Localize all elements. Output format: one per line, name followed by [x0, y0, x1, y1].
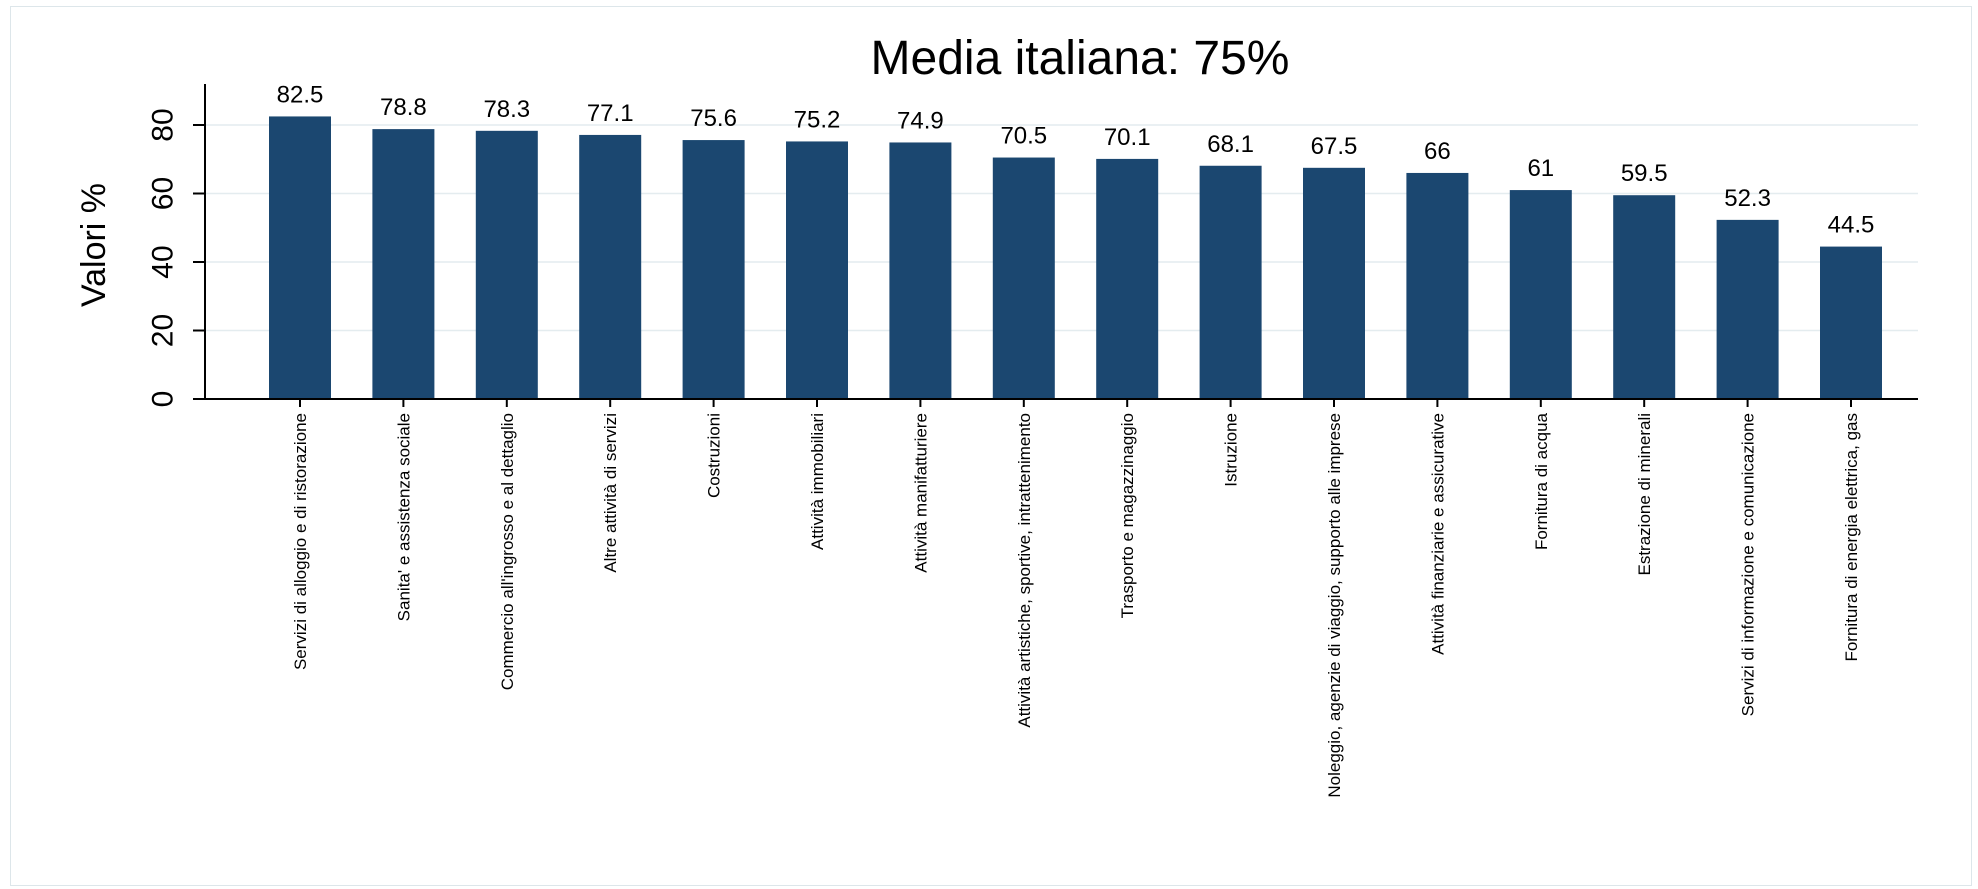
chart-title: Media italiana: 75%	[871, 32, 1290, 85]
bar	[1096, 158, 1159, 399]
x-tick-label: Trasporto e magazzinaggio	[1118, 413, 1137, 618]
x-tick-label: Costruzioni	[705, 413, 724, 498]
x-tick-label: Commercio all'ingrosso e al dettaglio	[498, 413, 517, 690]
y-tick-label: 60	[147, 177, 180, 210]
data-label: 66	[1424, 138, 1451, 165]
bar	[1613, 195, 1676, 399]
x-tick-label: Attività manifatturiere	[911, 413, 930, 573]
y-tick-label: 20	[147, 314, 180, 347]
bar	[992, 157, 1055, 399]
data-label: 70.1	[1104, 124, 1151, 151]
y-tick-labels: 0 20 40 60 80	[147, 108, 180, 407]
data-label: 75.6	[690, 105, 737, 132]
x-tick-label: Attività finanziarie e assicurative	[1428, 413, 1447, 655]
y-tick-label: 80	[147, 108, 180, 141]
axes	[193, 84, 1918, 407]
x-tick-label: Fornitura di energia elettrica, gas	[1842, 413, 1861, 662]
data-label: 59.5	[1621, 160, 1668, 187]
x-tick-label: Servizi di alloggio e di ristorazione	[291, 413, 310, 670]
x-tick-label: Attività immobiliari	[808, 413, 827, 550]
data-labels: 82.5 78.8 78.3 77.1 75.6 75.2 74.9 70.5 70.1 68.1…	[277, 81, 1875, 238]
data-label: 68.1	[1207, 131, 1254, 158]
bar	[579, 134, 642, 399]
bar	[1509, 190, 1572, 399]
bar	[372, 129, 435, 400]
data-label: 70.5	[1000, 123, 1047, 150]
data-label: 78.3	[483, 96, 530, 123]
x-tick-label: Fornitura di acqua	[1532, 412, 1551, 550]
y-axis-label: Valori %	[75, 183, 113, 307]
bar	[1406, 172, 1469, 399]
y-tick-label: 40	[147, 245, 180, 278]
data-label: 52.3	[1724, 185, 1771, 212]
x-tick-label: Estrazione di minerali	[1635, 413, 1654, 576]
bar	[1199, 165, 1262, 399]
data-label: 67.5	[1311, 133, 1358, 160]
data-label: 44.5	[1828, 212, 1875, 239]
data-label: 74.9	[897, 107, 944, 134]
x-tick-label: Attività artistiche, sportive, intratten…	[1015, 413, 1034, 728]
bar	[269, 116, 331, 399]
data-label: 75.2	[794, 106, 841, 133]
x-tick-label: Noleggio, agenzie di viaggio, supporto a…	[1325, 413, 1344, 798]
y-tick-label: 0	[147, 391, 180, 408]
data-label: 77.1	[587, 100, 634, 127]
bars	[269, 116, 1882, 400]
x-tick-labels: Servizi di alloggio e di ristorazione San…	[291, 412, 1861, 797]
data-label: 78.8	[380, 94, 427, 121]
bar	[475, 130, 538, 399]
x-tick-label: Altre attività di servizi	[601, 413, 620, 573]
x-tick-label: Istruzione	[1222, 413, 1241, 487]
bar	[786, 141, 848, 399]
bar	[1716, 219, 1779, 399]
data-label: 82.5	[277, 81, 324, 108]
x-tick-label: Servizi di informazione e comunicazione	[1739, 413, 1758, 716]
bar	[1820, 246, 1882, 399]
chart-frame	[10, 6, 1972, 886]
x-tick-label: Sanita' e assistenza sociale	[394, 413, 413, 621]
bar	[1303, 167, 1365, 399]
bar	[682, 140, 745, 399]
data-label: 61	[1527, 155, 1554, 182]
bar	[889, 142, 952, 399]
